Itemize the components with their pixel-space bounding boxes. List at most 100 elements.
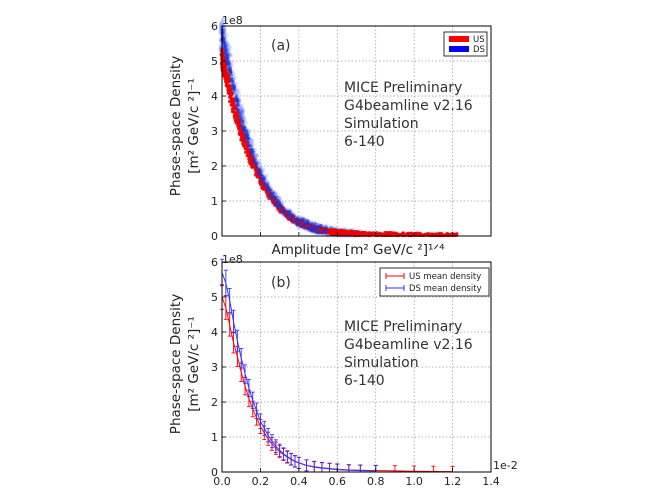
- ds-core-point: [247, 144, 251, 148]
- ds-core-point: [297, 220, 301, 224]
- ds-core-point: [260, 179, 264, 184]
- ds-core-point: [294, 219, 298, 223]
- ds-core-point: [232, 85, 237, 89]
- ds-core-point: [235, 99, 239, 103]
- ds-core-point: [318, 224, 322, 229]
- legend-label-us-mean: US mean density: [409, 272, 481, 282]
- ds-core-point: [286, 209, 291, 214]
- ds-point: [224, 40, 229, 46]
- ds-point: [221, 33, 227, 39]
- ds-core-point: [240, 124, 244, 128]
- ds-point: [224, 41, 230, 47]
- ds-point: [265, 180, 270, 185]
- ds-point: [228, 59, 234, 65]
- ds-point: [228, 64, 233, 69]
- us-point: [226, 87, 230, 92]
- us-point: [270, 193, 274, 198]
- us-point: [226, 91, 230, 95]
- us-point: [314, 229, 319, 233]
- ds-point: [272, 191, 278, 196]
- panel-b-annotation-3: Simulation: [344, 355, 419, 371]
- ds-point: [225, 57, 230, 62]
- y-tick-label: 6: [211, 20, 218, 33]
- ds-core-point: [263, 183, 267, 188]
- ds-point: [223, 42, 229, 48]
- us-point: [219, 62, 224, 66]
- ds-core-point: [235, 103, 239, 107]
- ds-point: [260, 166, 266, 172]
- ds-core-point: [257, 172, 261, 176]
- us-point: [245, 143, 250, 148]
- ds-core-point: [224, 51, 228, 55]
- ds-point: [231, 71, 236, 77]
- ds-point: [235, 100, 240, 105]
- ds-point: [228, 53, 233, 58]
- ds-point: [227, 70, 233, 75]
- us-point: [298, 219, 303, 223]
- ds-point: [242, 126, 248, 132]
- ds-point: [245, 128, 251, 134]
- ds-core-point: [257, 168, 261, 172]
- ds-core-point: [281, 207, 285, 211]
- ds-core-point: [231, 80, 235, 85]
- ds-core-point: [250, 153, 254, 157]
- y-tick-label: 0: [211, 230, 218, 243]
- ds-core-point: [317, 230, 321, 234]
- ds-core-point: [252, 158, 257, 162]
- us-point: [277, 202, 282, 206]
- us-point: [227, 79, 231, 83]
- ds-core-point: [255, 161, 259, 166]
- ds-point: [280, 200, 285, 206]
- ds-point: [230, 77, 236, 82]
- ds-core-point: [278, 206, 282, 210]
- ds-point: [226, 60, 232, 65]
- ds-point: [224, 32, 229, 38]
- ds-point: [230, 77, 236, 83]
- ds-core-point: [287, 210, 291, 214]
- ds-point: [244, 128, 250, 134]
- legend-label-ds: DS: [473, 45, 485, 55]
- us-point: [250, 165, 254, 169]
- ds-core-point: [267, 190, 271, 194]
- ds-point: [226, 59, 231, 64]
- ds-core-point: [252, 158, 256, 163]
- ds-core-point: [319, 231, 323, 235]
- y-tick-label: 5: [211, 55, 218, 68]
- ds-core-point: [319, 225, 323, 229]
- ds-point: [227, 63, 232, 68]
- ds-point: [239, 113, 244, 118]
- panel-a-xlabel: Amplitude [m² GeV/c ²]¹ᐟ⁴: [271, 242, 444, 258]
- ds-core-point: [306, 219, 310, 223]
- ds-point: [221, 19, 227, 25]
- ds-core-point: [270, 198, 274, 202]
- ds-core-point: [299, 218, 303, 222]
- ds-core-point: [313, 226, 317, 230]
- ds-core-point: [225, 62, 230, 66]
- ds-core-point: [317, 225, 321, 229]
- panel-a-annotation-1: MICE Preliminary: [344, 80, 462, 96]
- ds-point: [238, 111, 244, 117]
- us-point: [234, 106, 238, 110]
- us-point: [365, 231, 369, 235]
- y-tick-label: 2: [211, 160, 218, 173]
- ds-point: [222, 36, 227, 41]
- ds-core-point: [241, 119, 245, 124]
- ds-core-point: [324, 231, 328, 235]
- us-point: [339, 230, 343, 234]
- ds-core-point: [222, 41, 226, 45]
- ds-core-point: [224, 47, 228, 52]
- ds-point: [218, 30, 223, 35]
- ds-core-point: [288, 216, 293, 220]
- us-point: [266, 194, 270, 198]
- ds-core-point: [249, 151, 253, 155]
- y-tick-label: 3: [211, 361, 218, 374]
- ds-core-point: [239, 116, 243, 121]
- ds-core-point: [235, 97, 239, 101]
- ds-core-point: [280, 209, 284, 213]
- ds-point: [246, 135, 252, 141]
- ds-point: [250, 142, 255, 147]
- ds-core-point: [241, 127, 245, 132]
- panel-a-grid: [222, 26, 491, 236]
- ds-point: [233, 91, 239, 97]
- ds-point: [276, 196, 282, 201]
